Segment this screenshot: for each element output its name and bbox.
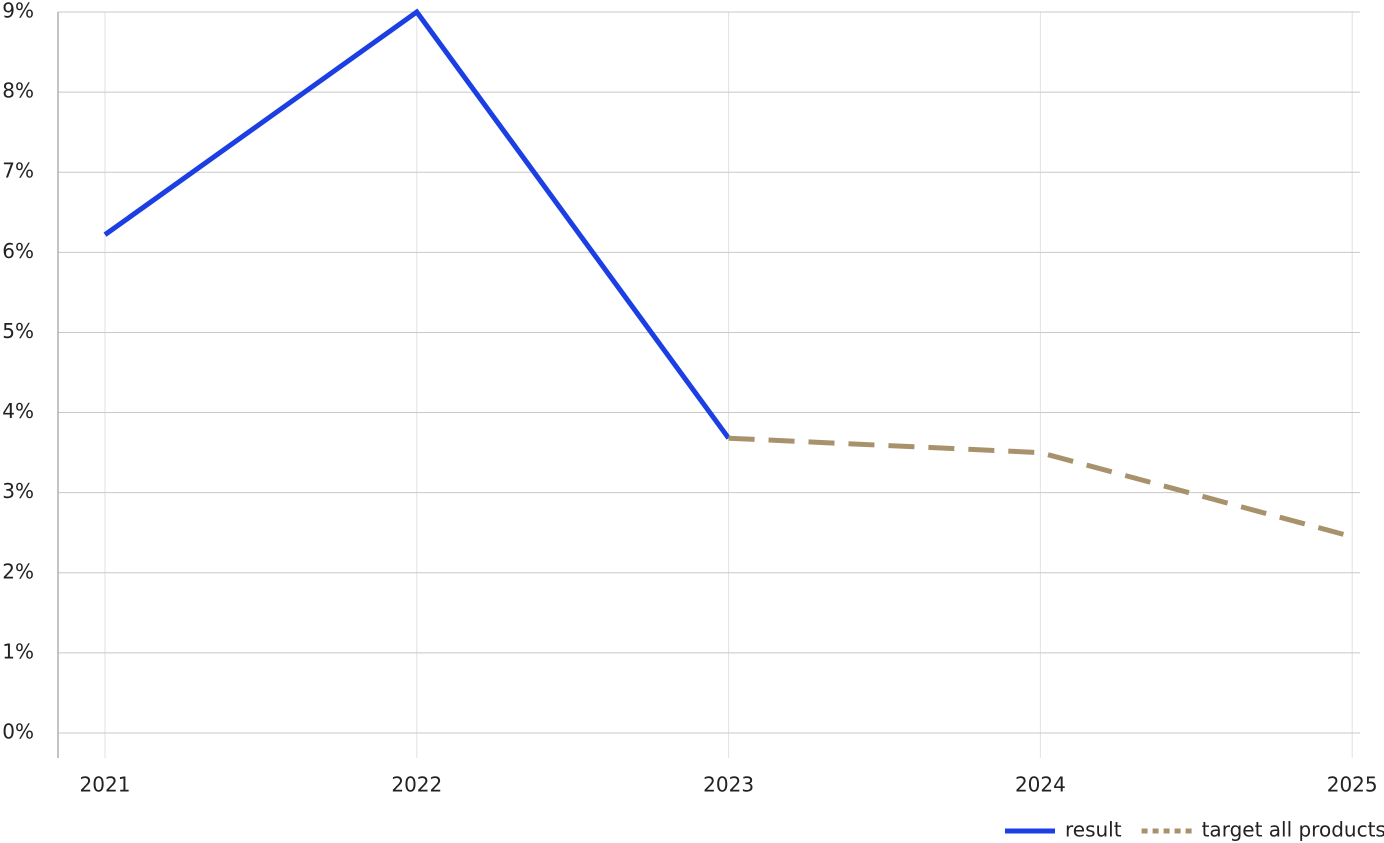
y-tick-label: 2% [2, 559, 34, 583]
legend-label: result [1065, 818, 1122, 842]
y-tick-label: 4% [2, 399, 34, 423]
data-line [728, 435, 1353, 540]
x-tick-label: 2025 [1327, 773, 1378, 797]
y-tick-label: 3% [2, 479, 34, 503]
legend-label: target all products [1202, 818, 1384, 842]
y-tick-label: 8% [2, 79, 34, 103]
y-tick-label: 5% [2, 319, 34, 343]
data-line [103, 8, 731, 440]
x-tick-label: 2021 [80, 773, 131, 797]
y-tick-label: 1% [2, 639, 34, 663]
y-tick-label: 6% [2, 239, 34, 263]
y-tick-label: 9% [2, 0, 34, 23]
x-tick-label: 2024 [1015, 773, 1066, 797]
x-tick-label: 2022 [391, 773, 442, 797]
x-tick-label: 2023 [703, 773, 754, 797]
y-tick-label: 7% [2, 159, 34, 183]
y-tick-label: 0% [2, 720, 34, 744]
